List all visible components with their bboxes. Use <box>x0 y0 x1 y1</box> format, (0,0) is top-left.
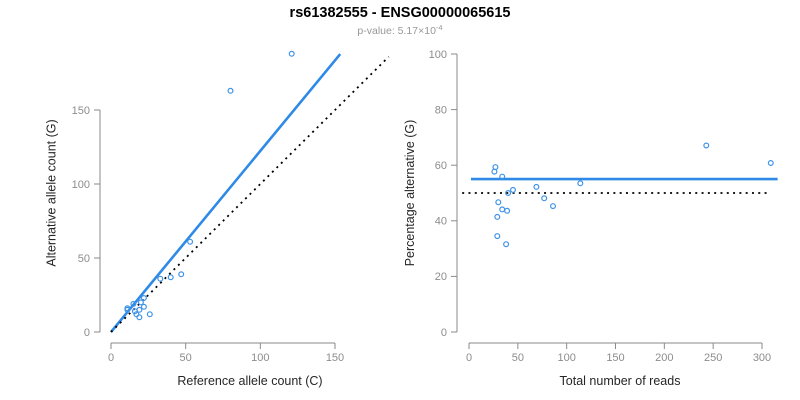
x-tick-label: 200 <box>655 352 673 364</box>
figure-subtitle: p-value: 5.17×10-4 <box>357 23 442 37</box>
data-point <box>187 238 194 245</box>
data-point <box>510 186 517 193</box>
x-tick-label: 50 <box>512 352 524 364</box>
figure-title: rs61382555 - ENSG00000065615 <box>290 5 511 21</box>
y-tick-label: 40 <box>435 216 447 228</box>
x-tick-label: 0 <box>466 352 472 364</box>
x-tick-label: 150 <box>326 352 344 364</box>
x-tick-label: 0 <box>108 352 114 364</box>
x-tick-label: 100 <box>557 352 575 364</box>
left-y-axis-title: Alternative allele count (G) <box>45 119 59 266</box>
data-point <box>549 203 556 210</box>
right-scatter-panel: 0 20 40 60 80 100 0 50 100 150 200 250 300 <box>429 49 778 364</box>
x-tick-label: 150 <box>606 352 624 364</box>
data-point <box>136 306 143 313</box>
y-tick-label: 50 <box>78 253 90 265</box>
x-tick-label: 300 <box>753 352 771 364</box>
regression-line <box>109 53 342 333</box>
y-tick-label: 0 <box>441 327 447 339</box>
data-point <box>137 299 144 306</box>
data-point <box>703 142 710 149</box>
data-point <box>533 183 540 190</box>
data-point <box>130 300 137 307</box>
data-point <box>494 213 501 220</box>
y-tick-label: 20 <box>435 271 447 283</box>
x-tick-label: 100 <box>251 352 269 364</box>
data-point <box>146 311 153 318</box>
right-x-axis-title: Total number of reads <box>560 374 681 388</box>
pvalue-exponent: -4 <box>436 23 443 32</box>
identity-line <box>110 56 390 333</box>
data-point <box>499 173 506 180</box>
pvalue-text: p-value: 5.17×10 <box>357 25 436 37</box>
data-point <box>178 271 185 278</box>
data-point <box>288 50 295 57</box>
right-y-axis-title: Percentage alternative (G) <box>403 120 417 267</box>
y-tick-label: 60 <box>435 160 447 172</box>
data-point <box>136 314 143 321</box>
data-point <box>124 306 131 313</box>
data-point <box>505 190 512 197</box>
data-point <box>491 168 498 175</box>
data-point <box>541 195 548 202</box>
data-point <box>503 241 510 248</box>
data-point <box>499 206 506 213</box>
y-tick-label: 150 <box>72 105 90 117</box>
y-tick-label: 100 <box>72 179 90 191</box>
data-point <box>504 207 511 214</box>
x-tick-label: 250 <box>704 352 722 364</box>
data-point <box>133 311 140 318</box>
left-x-axis-title: Reference allele count (C) <box>177 374 322 388</box>
data-point <box>494 233 501 240</box>
data-point <box>140 295 147 302</box>
data-point <box>157 275 164 282</box>
data-point <box>227 87 234 94</box>
left-scatter-panel: 0 50 100 150 0 50 100 150 <box>72 50 390 364</box>
data-point <box>167 274 174 281</box>
data-point <box>577 180 584 187</box>
y-tick-label: 0 <box>84 327 90 339</box>
data-point <box>495 199 502 206</box>
data-point <box>767 160 774 167</box>
y-tick-label: 80 <box>435 104 447 116</box>
data-point <box>140 303 147 310</box>
y-tick-label: 100 <box>429 49 447 61</box>
x-tick-label: 50 <box>180 352 192 364</box>
